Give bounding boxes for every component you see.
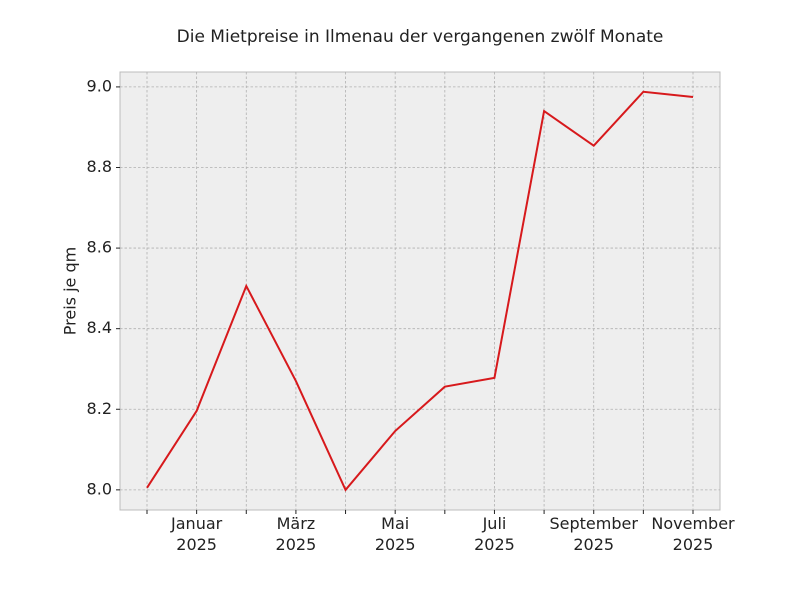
x-tick-label: September 2025: [549, 514, 638, 554]
x-tick-label: Juli 2025: [474, 514, 515, 554]
x-tick-label: März 2025: [275, 514, 317, 554]
plot-area: [119, 71, 721, 511]
y-tick-label: 8.6: [87, 238, 112, 257]
y-tick-label: 8.2: [87, 399, 112, 418]
x-tick-label: Januar 2025: [171, 514, 223, 554]
y-tick-label: 8.0: [87, 479, 112, 498]
y-tick-label: 8.8: [87, 157, 112, 176]
x-tick-label: November 2025: [651, 514, 735, 554]
y-tick-label: 8.4: [87, 318, 112, 337]
y-tick-label: 9.0: [87, 76, 112, 95]
line: [146, 90, 694, 492]
x-tick-label: Mai 2025: [374, 514, 416, 554]
chart-title: Die Mietpreise in Ilmenau der vergangene…: [177, 27, 664, 47]
y-axis-label: Preis je qm: [61, 247, 80, 335]
